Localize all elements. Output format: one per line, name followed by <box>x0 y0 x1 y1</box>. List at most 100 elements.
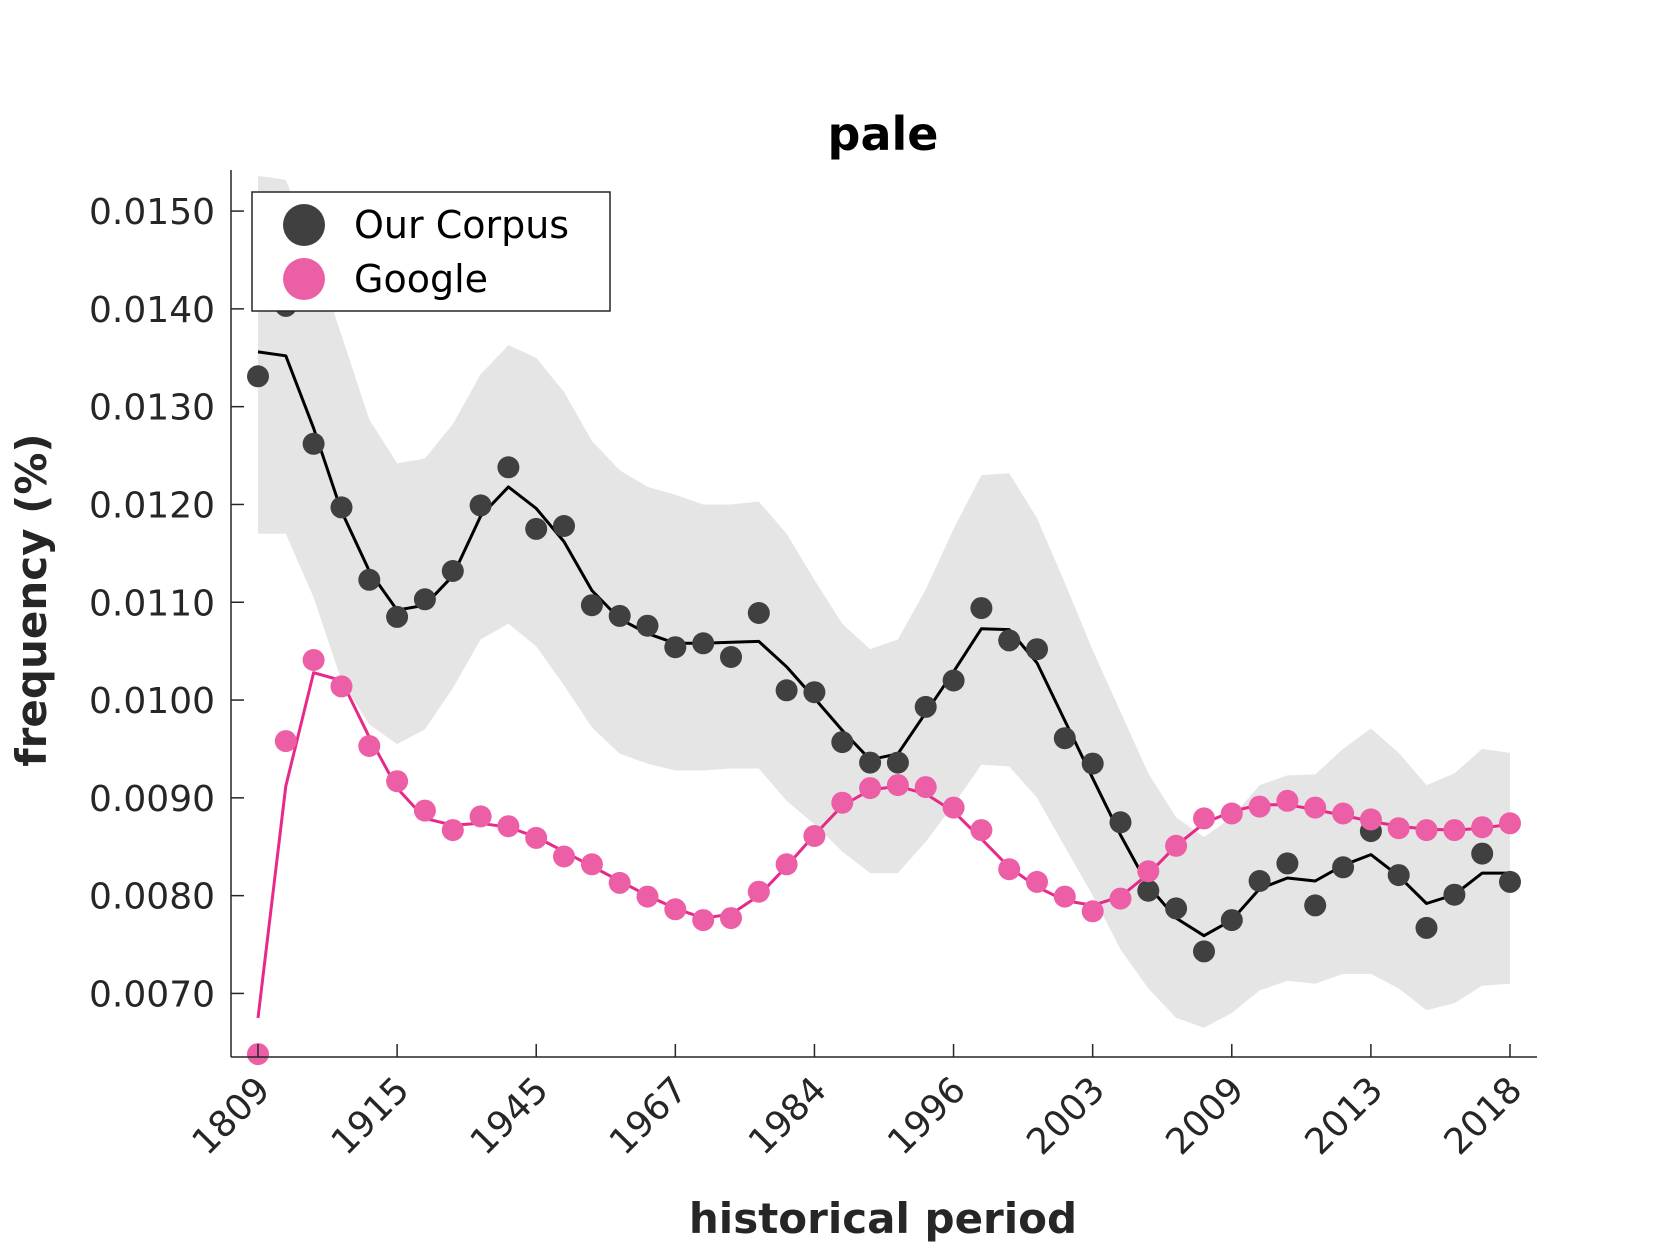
data-point-our-corpus <box>1248 870 1271 892</box>
data-point-our-corpus <box>636 614 659 637</box>
data-point-our-corpus <box>914 695 937 718</box>
data-point-google <box>497 815 520 838</box>
data-point-our-corpus <box>1220 909 1243 932</box>
data-point-our-corpus <box>1332 856 1355 879</box>
data-point-our-corpus <box>1193 940 1215 963</box>
data-point-our-corpus <box>358 568 381 591</box>
data-point-google <box>608 871 631 894</box>
data-point-google <box>914 776 937 799</box>
data-point-google <box>1081 900 1104 923</box>
data-point-google <box>636 885 659 908</box>
y-tick-label: 0.0080 <box>89 877 215 918</box>
data-point-our-corpus <box>1081 752 1104 775</box>
data-point-google <box>580 853 603 876</box>
legend-marker-google <box>283 258 325 300</box>
data-point-google <box>1053 885 1076 908</box>
data-point-our-corpus <box>525 517 548 540</box>
data-point-our-corpus <box>1415 916 1438 939</box>
data-point-our-corpus <box>747 602 770 624</box>
data-point-google <box>1165 834 1188 857</box>
data-point-our-corpus <box>1053 727 1076 750</box>
data-point-our-corpus <box>970 597 993 620</box>
data-point-google <box>1220 802 1243 825</box>
data-point-our-corpus <box>998 629 1021 652</box>
x-axis-title: historical period <box>689 1194 1077 1243</box>
data-point-our-corpus <box>608 604 631 627</box>
legend-label-google: Google <box>354 257 488 301</box>
data-point-google <box>1443 819 1466 842</box>
data-point-our-corpus <box>1165 897 1188 920</box>
series-markers <box>247 294 1521 1066</box>
data-point-google <box>1332 802 1355 825</box>
series-line-our-corpus <box>257 350 1510 938</box>
data-point-our-corpus <box>469 494 492 517</box>
data-point-google <box>1415 819 1438 842</box>
data-point-our-corpus <box>831 731 854 754</box>
data-point-our-corpus <box>247 365 269 388</box>
data-point-our-corpus <box>413 588 436 611</box>
y-tick-label: 0.0100 <box>89 681 215 722</box>
data-point-our-corpus <box>386 605 409 628</box>
y-tick-label: 0.0140 <box>89 290 215 331</box>
data-point-google <box>1471 816 1494 839</box>
data-point-our-corpus <box>553 515 575 537</box>
data-point-google <box>441 819 464 842</box>
data-point-google <box>859 777 882 800</box>
data-point-our-corpus <box>720 646 742 668</box>
series-line-google <box>256 671 1511 1019</box>
data-point-google <box>1109 887 1132 910</box>
y-axis-title: frequency (%) <box>7 433 56 766</box>
data-point-our-corpus <box>859 751 882 774</box>
data-point-our-corpus <box>1109 811 1132 834</box>
data-point-our-corpus <box>664 636 687 659</box>
data-point-google <box>803 825 826 847</box>
y-tick-label: 0.0130 <box>89 388 215 429</box>
data-point-google <box>330 675 353 698</box>
series-lines <box>256 350 1511 1019</box>
y-tick-label: 0.0120 <box>89 485 215 526</box>
data-point-our-corpus <box>1026 638 1048 661</box>
data-point-google <box>720 907 742 930</box>
data-point-google <box>1276 789 1299 812</box>
data-point-our-corpus <box>886 751 909 774</box>
data-point-our-corpus <box>1499 870 1521 893</box>
data-point-google <box>831 791 854 814</box>
data-point-google <box>886 774 909 797</box>
data-point-our-corpus <box>1471 842 1494 865</box>
data-point-google <box>553 845 575 868</box>
data-point-our-corpus <box>803 681 826 704</box>
data-point-google <box>386 770 409 793</box>
data-point-google <box>525 826 548 849</box>
data-point-our-corpus <box>942 669 965 692</box>
legend: Our Corpus Google <box>251 191 611 312</box>
data-point-google <box>970 819 993 842</box>
data-point-google <box>664 898 687 921</box>
data-point-google <box>747 880 770 903</box>
data-point-google <box>775 853 798 876</box>
data-point-google <box>998 858 1021 881</box>
legend-marker-our-corpus <box>283 204 325 246</box>
data-point-our-corpus <box>1304 894 1327 917</box>
data-point-google <box>302 649 325 671</box>
data-point-google <box>1359 808 1382 831</box>
corpus-confidence-band <box>258 175 1510 1028</box>
chart-title: pale <box>828 107 939 161</box>
data-point-our-corpus <box>302 432 325 455</box>
data-point-google <box>1499 812 1521 835</box>
data-point-our-corpus <box>580 594 603 617</box>
data-point-google <box>1193 807 1215 830</box>
data-point-google <box>1387 817 1410 840</box>
data-point-google <box>469 805 492 828</box>
data-point-our-corpus <box>1137 879 1160 902</box>
y-ticks: 0.0070 0.0080 0.0090 0.0100 0.0110 0.0120 0.01… <box>89 192 244 1015</box>
legend-label-our-corpus: Our Corpus <box>354 203 569 247</box>
y-tick-label: 0.0110 <box>89 583 215 624</box>
data-point-our-corpus <box>497 456 520 479</box>
data-point-our-corpus <box>1276 852 1299 875</box>
data-point-google <box>1248 795 1271 818</box>
data-point-our-corpus <box>1387 864 1410 887</box>
data-point-google <box>274 730 297 753</box>
data-point-our-corpus <box>1443 883 1466 906</box>
data-point-our-corpus <box>441 560 464 582</box>
